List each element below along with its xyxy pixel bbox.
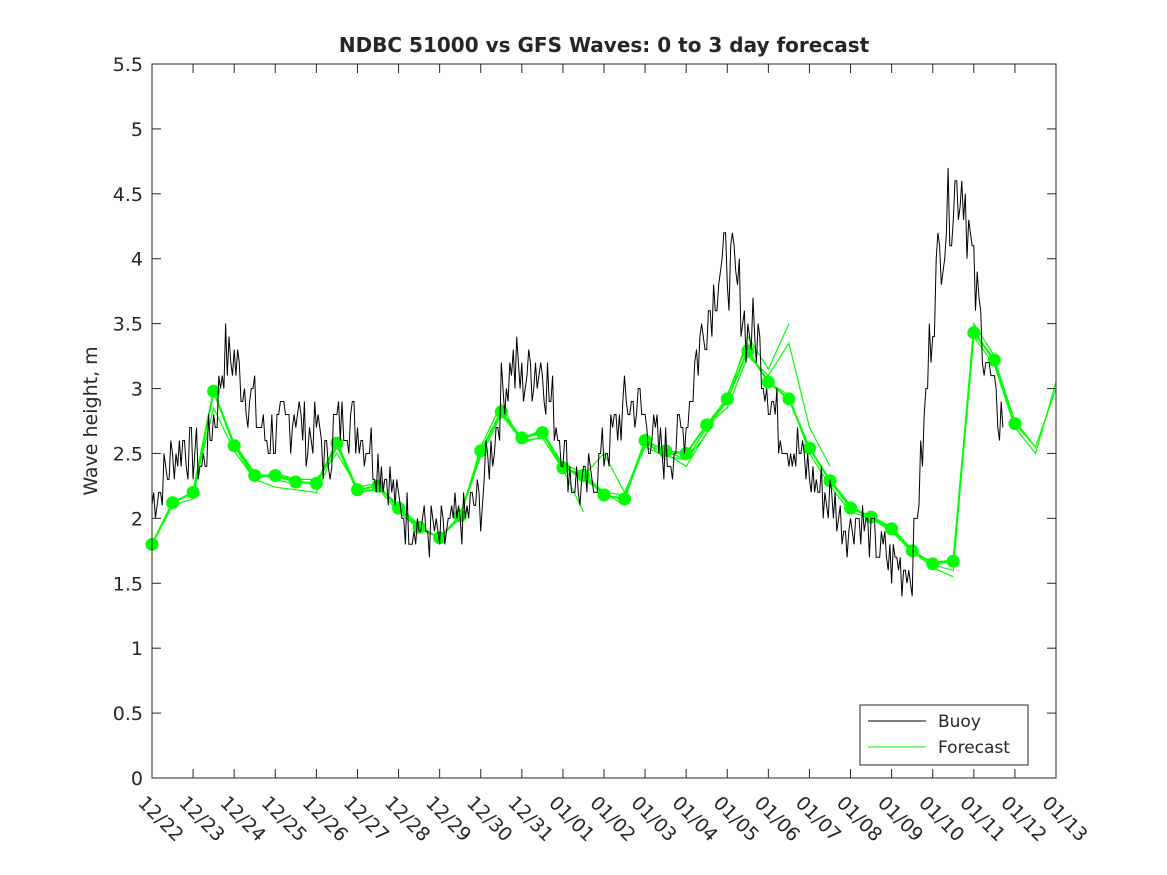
forecast-marker (638, 433, 652, 447)
forecast-marker (576, 469, 590, 483)
y-tick-label: 1.5 (113, 573, 143, 595)
forecast-marker (248, 469, 262, 483)
forecast-marker (535, 426, 549, 440)
forecast-marker (761, 375, 775, 389)
y-tick-label: 0.5 (113, 703, 143, 725)
forecast-marker (618, 492, 632, 506)
forecast-marker (741, 344, 755, 358)
legend-box (859, 704, 1029, 766)
forecast-marker (885, 522, 899, 536)
y-tick-label: 4.5 (113, 184, 143, 206)
forecast-marker (494, 405, 508, 419)
y-tick-label: 5.5 (113, 54, 143, 76)
forecast-marker (1008, 417, 1022, 431)
forecast-marker (268, 469, 282, 483)
forecast-marker (289, 475, 303, 489)
forecast-marker (392, 501, 406, 515)
forecast-marker (166, 496, 180, 510)
forecast-marker (905, 544, 919, 558)
forecast-marker (350, 483, 364, 497)
y-tick-label: 2.5 (113, 443, 143, 465)
legend-buoy-label: Buoy (938, 712, 981, 732)
forecast-marker (844, 501, 858, 515)
y-tick-label: 1 (131, 638, 143, 660)
buoy-series (151, 167, 1004, 597)
forecast-marker (946, 554, 960, 568)
forecast-marker (782, 392, 796, 406)
forecast-marker (227, 439, 241, 453)
forecast-marker (967, 326, 981, 340)
y-axis-ticks: 0 0.5 1 1.5 2 2.5 3 3.5 4 4.5 5 5.5 (113, 54, 1056, 790)
y-tick-label: 5 (131, 119, 143, 141)
forecast-marker (309, 476, 323, 490)
y-tick-label: 3.5 (113, 314, 143, 336)
forecast-marker (597, 488, 611, 502)
buoy-line (151, 167, 1004, 597)
y-tick-label: 3 (131, 379, 143, 401)
forecast-marker (515, 431, 529, 445)
y-tick-label: 4 (131, 249, 143, 271)
chart-title: NDBC 51000 vs GFS Waves: 0 to 3 day fore… (339, 33, 870, 57)
forecast-marker (659, 444, 673, 458)
forecast-marker (700, 418, 714, 432)
y-tick-label: 2 (131, 508, 143, 530)
forecast-marker (926, 557, 940, 571)
forecast-marker (720, 392, 734, 406)
y-tick-label: 0 (131, 768, 143, 790)
forecast-marker (207, 384, 221, 398)
plot-background (152, 64, 1056, 778)
legend-forecast-label: Forecast (938, 738, 1010, 758)
forecast-marker (474, 444, 488, 458)
forecast-marker (186, 485, 200, 499)
forecast-marker (987, 353, 1001, 367)
forecast-marker (556, 461, 570, 475)
y-axis-label: Wave height, m (80, 346, 102, 495)
forecast-marker (679, 446, 693, 460)
forecast-marker (802, 441, 816, 455)
legend: Buoy Forecast (859, 704, 1029, 766)
